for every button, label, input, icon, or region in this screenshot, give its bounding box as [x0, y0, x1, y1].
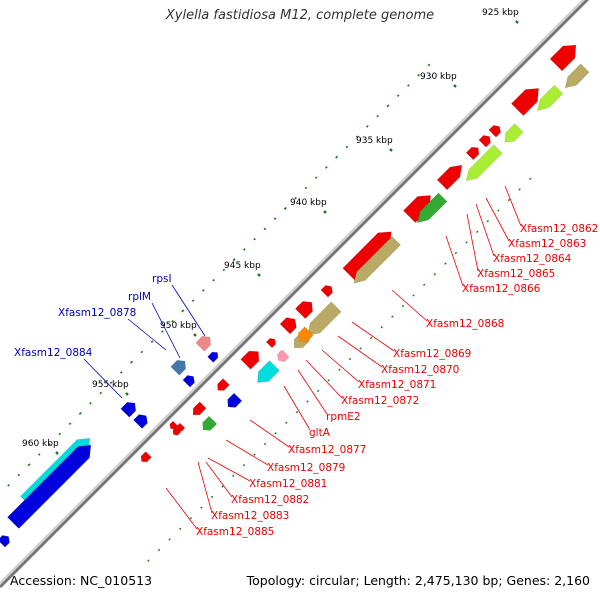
scale-label-2: 935 kbp [356, 136, 393, 146]
gene-label-rplM[interactable]: rplM [128, 291, 151, 303]
gene-label-Xfasm12_0870[interactable]: Xfasm12_0870 [381, 364, 459, 376]
gene-lime-b [504, 123, 524, 143]
gene-pink [277, 349, 290, 362]
scale-label-6: 955 kbp [92, 380, 129, 390]
gene-label-Xfasm12_0871[interactable]: Xfasm12_0871 [358, 379, 436, 391]
accession-text: Accession: NC_010513 [10, 573, 153, 588]
scale-labels: 925 kbp 930 kbp 935 kbp 940 kbp 945 kbp 950 k… [22, 8, 519, 455]
gene-0869 [320, 285, 333, 298]
gene-0878b [133, 414, 148, 429]
gene-olive-c [307, 301, 342, 336]
gene-0878 [120, 401, 137, 418]
gene-label-Xfasm12_0868[interactable]: Xfasm12_0868 [426, 318, 504, 330]
gene-label-Xfasm12_0883[interactable]: Xfasm12_0883 [211, 510, 289, 522]
gene-0877-b [227, 392, 243, 408]
gene-label-Xfasm12_0885[interactable]: Xfasm12_0885 [196, 526, 274, 538]
gene-features [0, 44, 590, 548]
gene-0876 [217, 378, 230, 391]
gene-label-Xfasm12_0878[interactable]: Xfasm12_0878 [58, 307, 136, 319]
gene-edge [0, 535, 10, 548]
genome-title: Xylella fastidiosa M12, complete genome [165, 8, 435, 23]
gene-0871 [279, 317, 297, 335]
scale-label-1: 930 kbp [420, 72, 457, 82]
gene-label-rpmE2[interactable]: rpmE2 [326, 411, 361, 423]
scale-label-4: 945 kbp [224, 261, 261, 271]
gene-0885 [140, 451, 152, 463]
gene-label-Xfasm12_0877[interactable]: Xfasm12_0877 [288, 444, 366, 456]
gene-lime-c [465, 144, 503, 182]
scale-label-5: 950 kbp [160, 321, 197, 331]
rpsI [195, 335, 212, 352]
rpmE2 [265, 337, 277, 349]
gene-label-gltA[interactable]: gltA [309, 427, 331, 439]
gene-label-Xfasm12_0884[interactable]: Xfasm12_0884 [14, 347, 93, 359]
gene-0872 [240, 350, 260, 370]
gene-orange [297, 326, 314, 343]
gene-green-a [416, 192, 448, 224]
gene-olive-b [353, 236, 401, 284]
gene-label-Xfasm12_0882[interactable]: Xfasm12_0882 [231, 494, 309, 506]
gene-label-Xfasm12_0864[interactable]: Xfasm12_0864 [493, 253, 572, 265]
gltA [257, 360, 280, 383]
gene-label-Xfasm12_0862[interactable]: Xfasm12_0862 [520, 223, 598, 235]
scale-ticks [7, 63, 532, 562]
gene-label-Xfasm12_0879[interactable]: Xfasm12_0879 [267, 462, 345, 474]
scale-label-3: 940 kbp [290, 198, 327, 208]
gene-0870 [294, 301, 313, 320]
gene-0884-blue [7, 444, 92, 529]
gene-label-Xfasm12_0865[interactable]: Xfasm12_0865 [477, 268, 555, 280]
gene-0864a [488, 125, 501, 138]
rplM [170, 359, 187, 376]
gene-label-Xfasm12_0863[interactable]: Xfasm12_0863 [508, 238, 586, 250]
gene-0879 [202, 415, 218, 431]
gene-labels: Xfasm12_0862 Xfasm12_0863 Xfasm12_0864 Xfas… [14, 223, 598, 538]
gene-callout-lines [83, 185, 522, 530]
gene-label-Xfasm12_0866[interactable]: Xfasm12_0866 [462, 283, 541, 295]
gene-0865 [465, 146, 480, 161]
gene-olive-a [564, 63, 590, 89]
gene-label-Xfasm12_0881[interactable]: Xfasm12_0881 [249, 478, 327, 490]
gene-lime-a [536, 84, 564, 112]
gene-label-Xfasm12_0872[interactable]: Xfasm12_0872 [341, 395, 419, 407]
gene-label-rpsI[interactable]: rpsI [152, 273, 172, 285]
gene-label-Xfasm12_0869[interactable]: Xfasm12_0869 [393, 348, 471, 360]
gene-0863 [510, 88, 539, 117]
gene-0864b [478, 135, 491, 148]
scale-label-7: 960 kbp [22, 439, 59, 449]
topology-summary: Topology: circular; Length: 2,475,130 bp… [246, 573, 590, 588]
gene-0881b [172, 426, 182, 436]
scale-label-0: 925 kbp [482, 8, 519, 18]
rpsI-b [207, 351, 219, 363]
rplM-b [182, 375, 195, 388]
gene-0877 [192, 401, 207, 416]
gene-0862 [549, 44, 577, 72]
genome-backbone [0, 0, 590, 589]
gene-0882 [169, 420, 179, 430]
gene-0866 [436, 164, 463, 191]
